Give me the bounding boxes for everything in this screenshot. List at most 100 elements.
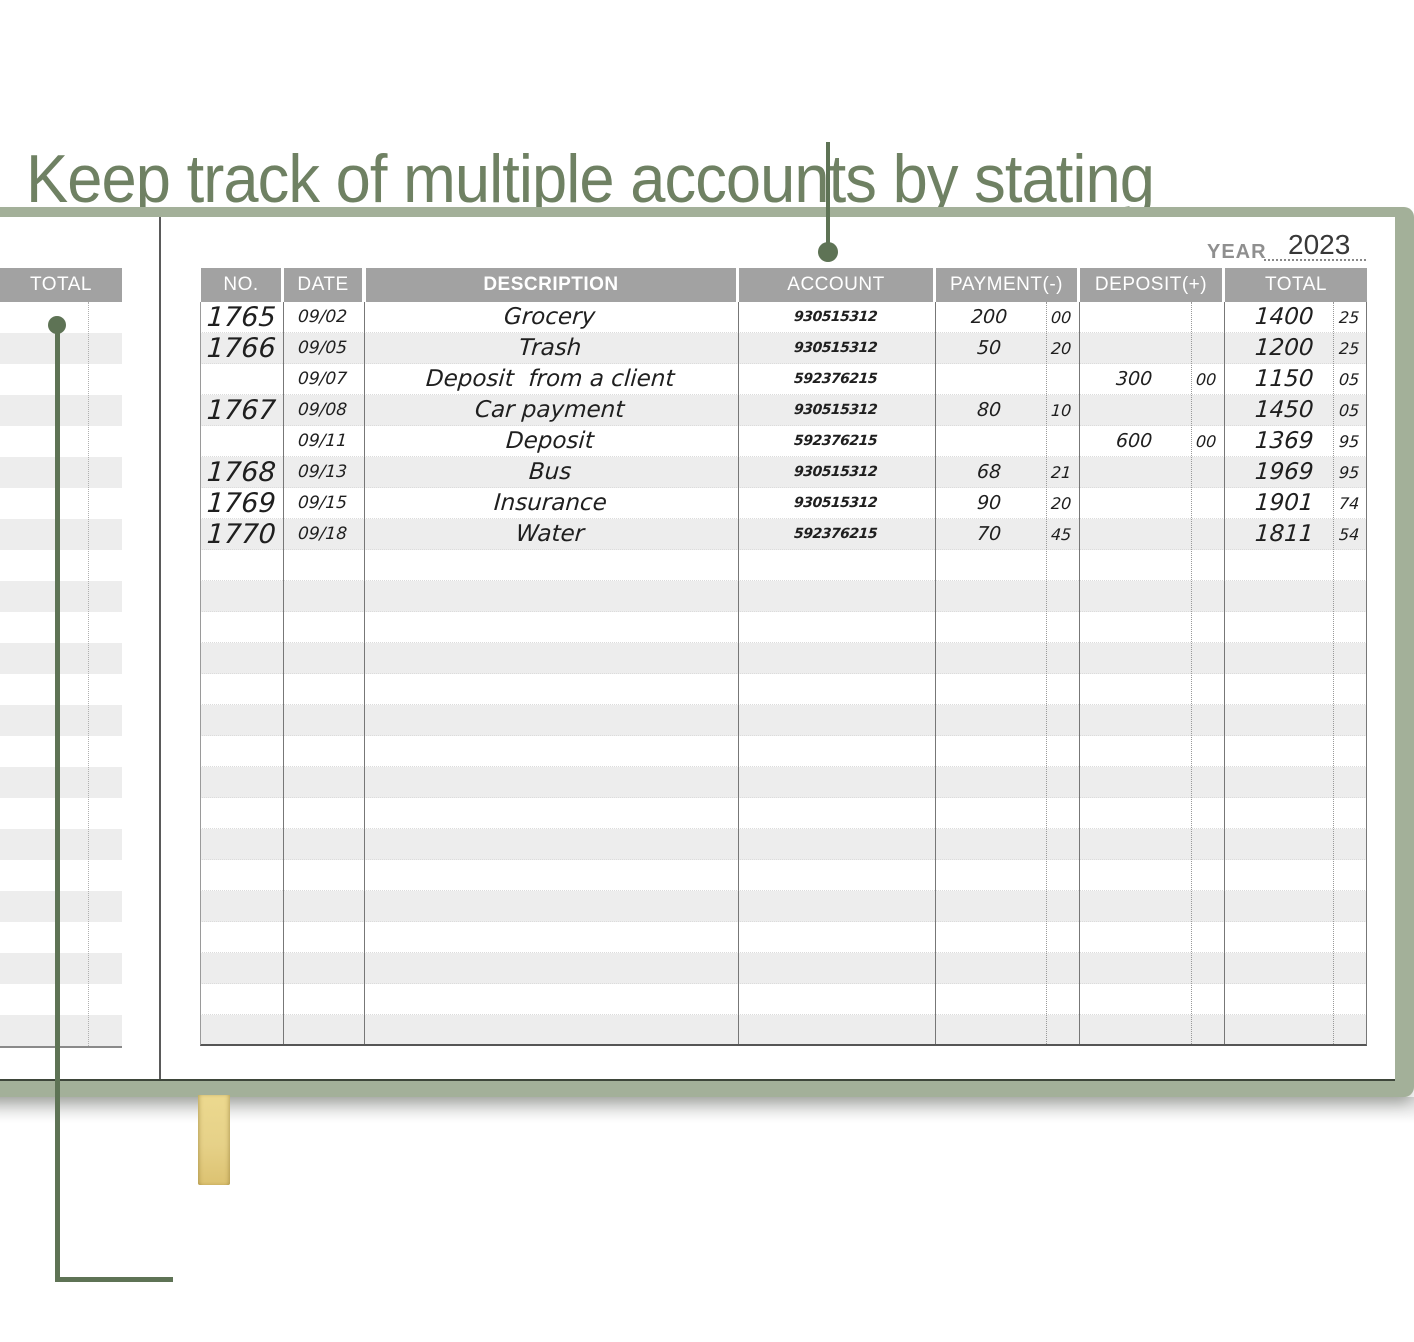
cell-deposit_d <box>1078 1015 1190 1045</box>
cell-total_d <box>1223 736 1332 766</box>
cell-payment_d <box>934 953 1045 983</box>
handwritten-payment_d: 70 <box>976 523 1003 545</box>
cell-account <box>737 705 934 735</box>
cell-payment_c: 21 <box>1045 457 1078 487</box>
cell-total_c <box>1332 953 1367 983</box>
cell-total_c <box>1332 922 1367 952</box>
cell-payment_d: 80 <box>934 395 1045 425</box>
cell-account: 930515312 <box>737 488 934 518</box>
cell-description <box>363 705 737 735</box>
handwritten-date: 09/02 <box>297 307 348 327</box>
cell-deposit_c: 00 <box>1190 426 1223 456</box>
cell-account <box>737 891 934 921</box>
cell-description <box>363 922 737 952</box>
handwritten-date: 09/07 <box>297 369 348 389</box>
cell-payment_c <box>1045 767 1078 797</box>
cell-date <box>282 891 363 921</box>
cell-payment_d: 50 <box>934 333 1045 363</box>
header-account-label: ACCOUNT <box>787 274 885 295</box>
cell-deposit_d <box>1078 829 1190 859</box>
cell-deposit_c <box>1190 302 1223 332</box>
cell-no <box>200 767 282 797</box>
table-row-empty <box>200 860 1367 891</box>
cell-account: 930515312 <box>737 302 934 332</box>
bottom-annotation: Keep an eye on your balance to quickly d… <box>176 1192 1265 1342</box>
cell-account <box>737 581 934 611</box>
handwritten-date: 09/13 <box>297 462 348 482</box>
cell-payment_d <box>934 767 1045 797</box>
cell-payment_c: 10 <box>1045 395 1078 425</box>
cell-deposit_c <box>1190 984 1223 1014</box>
cell-no <box>200 922 282 952</box>
cell-deposit_c <box>1190 829 1223 859</box>
cell-description <box>363 1015 737 1045</box>
cell-no: 1767 <box>200 395 282 425</box>
cell-total_d: 1450 <box>1223 395 1332 425</box>
cell-deposit_d <box>1078 457 1190 487</box>
cell-total_d: 1369 <box>1223 426 1332 456</box>
handwritten-deposit_c: 00 <box>1195 431 1218 451</box>
cell-deposit_c <box>1190 612 1223 642</box>
cell-date <box>282 860 363 890</box>
cell-deposit_c <box>1190 891 1223 921</box>
handwritten-total_d: 1400 <box>1254 304 1315 330</box>
cell-deposit_d: 600 <box>1078 426 1190 456</box>
handwritten-account: 930515312 <box>793 464 878 480</box>
cell-account <box>737 550 934 580</box>
cell-deposit_c <box>1190 953 1223 983</box>
handwritten-total_c: 54 <box>1338 524 1361 544</box>
cell-total_d <box>1223 922 1332 952</box>
cell-account <box>737 922 934 952</box>
handwritten-total_d: 1811 <box>1254 521 1315 547</box>
cell-description <box>363 581 737 611</box>
cell-total_d: 1200 <box>1223 333 1332 363</box>
cell-account <box>737 767 934 797</box>
year-underline <box>1264 259 1366 261</box>
handwritten-description: Bus <box>527 459 573 485</box>
handwritten-total_c: 74 <box>1338 493 1361 513</box>
cell-deposit_d <box>1078 767 1190 797</box>
handwritten-account: 930515312 <box>793 340 878 356</box>
cell-total_c <box>1332 674 1367 704</box>
cell-account: 592376215 <box>737 364 934 394</box>
handwritten-account: 930515312 <box>793 402 878 418</box>
cell-payment_c: 20 <box>1045 333 1078 363</box>
cell-deposit_c <box>1190 519 1223 549</box>
cell-no <box>200 643 282 673</box>
cell-no <box>200 860 282 890</box>
cell-date: 09/11 <box>282 426 363 456</box>
handwritten-total_d: 1369 <box>1254 428 1315 454</box>
table-row-empty <box>200 705 1367 736</box>
header-total-label: TOTAL <box>1265 274 1327 295</box>
cell-total_d <box>1223 953 1332 983</box>
left-page-total-header-label: TOTAL <box>30 274 92 295</box>
cell-total_d <box>1223 705 1332 735</box>
handwritten-payment_c: 00 <box>1050 307 1073 327</box>
cell-payment_c <box>1045 984 1078 1014</box>
cell-no: 1768 <box>200 457 282 487</box>
cell-total_c: 95 <box>1332 426 1367 456</box>
cell-date <box>282 1015 363 1045</box>
cell-date: 09/18 <box>282 519 363 549</box>
handwritten-total_c: 95 <box>1338 462 1361 482</box>
handwritten-deposit_c: 00 <box>1195 369 1218 389</box>
cell-payment_c <box>1045 953 1078 983</box>
cell-no <box>200 426 282 456</box>
cell-payment_d <box>934 891 1045 921</box>
cell-no <box>200 736 282 766</box>
cell-description <box>363 860 737 890</box>
cell-total_d <box>1223 767 1332 797</box>
page-spine-divider <box>159 217 161 1079</box>
handwritten-payment_d: 50 <box>976 337 1003 359</box>
cell-account <box>737 612 934 642</box>
cell-description <box>363 550 737 580</box>
cell-deposit_c <box>1190 798 1223 828</box>
cell-no: 1765 <box>200 302 282 332</box>
cell-total_c: 05 <box>1332 364 1367 394</box>
cell-total_c: 95 <box>1332 457 1367 487</box>
cell-payment_d <box>934 550 1045 580</box>
cell-date <box>282 922 363 952</box>
handwritten-no: 1769 <box>205 488 277 518</box>
cell-deposit_d <box>1078 891 1190 921</box>
